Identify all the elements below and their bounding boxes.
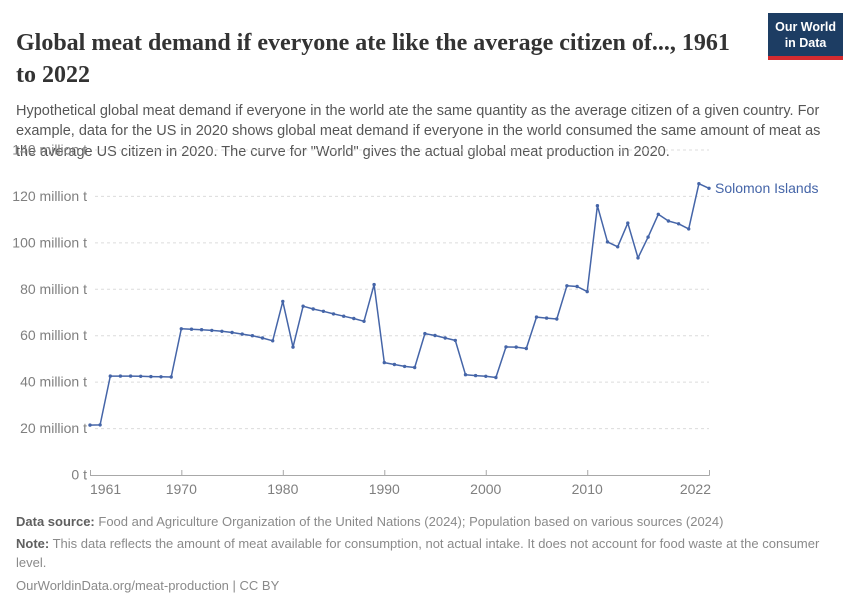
data-point-marker (463, 373, 468, 377)
data-point-marker (169, 375, 173, 379)
note-row: Note: This data reflects the amount of m… (16, 535, 840, 572)
data-point-marker (656, 212, 660, 216)
note-text: This data reflects the amount of meat av… (16, 536, 820, 570)
line-chart: 0 t 20 million t 40 million t 60 million t 8… (12, 142, 819, 498)
y-axis-tick-label: 40 million t (20, 374, 87, 390)
series-end-label: Solomon Islands (715, 180, 819, 196)
data-point-marker (473, 373, 478, 378)
data-point-marker (159, 375, 163, 379)
owid-logo[interactable]: Our World in Data (768, 13, 843, 60)
data-point-marker (494, 375, 498, 380)
owid-logo-text-line1: Our World (775, 20, 836, 34)
x-axis-tick-label: 1970 (166, 481, 197, 497)
data-point-marker (504, 345, 508, 349)
data-source-label: Data source: (16, 514, 95, 529)
x-axis-tick-label: 2022 (680, 481, 711, 497)
y-axis-tick-label: 140 million t (12, 142, 87, 158)
data-point-marker (352, 316, 356, 321)
page-title-line1: Global meat demand if everyone ate like … (16, 30, 730, 57)
y-axis-tick-label: 100 million t (12, 234, 87, 250)
chart-subtitle: Hypothetical global meat demand if every… (16, 102, 821, 160)
data-point-marker (88, 423, 92, 427)
owid-logo-text-line2: in Data (784, 36, 827, 51)
data-point-marker (128, 374, 133, 378)
data-point-marker (697, 182, 701, 186)
data-point-marker (321, 309, 326, 313)
data-point-marker (544, 316, 549, 320)
data-point-marker (484, 374, 488, 378)
x-axis-tick-label: 2010 (572, 481, 603, 497)
data-point-marker (260, 336, 265, 340)
data-point-marker (595, 204, 600, 208)
data-point-marker (433, 333, 437, 338)
data-point-marker (382, 360, 386, 365)
data-point-marker (676, 222, 681, 226)
data-point-marker (402, 364, 407, 369)
data-point-marker (149, 374, 153, 379)
data-point-marker (210, 328, 214, 333)
series-line (89, 182, 710, 426)
data-point-marker (139, 374, 143, 378)
data-point-marker (342, 314, 346, 318)
x-axis-tick-label: 1961 (90, 481, 121, 497)
y-axis-tick-label: 20 million t (20, 420, 87, 436)
data-point-marker (555, 317, 559, 321)
data-point-marker (118, 374, 123, 378)
citation-text: OurWorldinData.org/meat-production | CC … (16, 578, 280, 594)
data-point-marker (443, 336, 447, 340)
data-point-marker (281, 299, 285, 304)
data-point-marker (423, 331, 427, 336)
page-title: Global meat demand if everyone ate like … (16, 28, 756, 92)
data-point-marker (189, 327, 194, 331)
data-point-marker (331, 312, 336, 316)
data-point-marker (524, 346, 528, 351)
data-point-marker (301, 304, 305, 308)
data-point-marker (707, 186, 711, 190)
data-point-marker (98, 423, 102, 427)
y-axis-tick-label: 120 million t (12, 188, 87, 204)
data-point-marker (666, 219, 671, 223)
data-point-marker (534, 315, 539, 319)
data-point-marker (392, 362, 397, 367)
data-point-marker (453, 338, 457, 343)
data-point-marker (605, 240, 610, 244)
data-point-marker (565, 284, 569, 288)
x-axis-tick-label: 1990 (369, 481, 400, 497)
x-axis-tick-label: 2000 (470, 481, 501, 497)
data-point-marker (626, 221, 630, 225)
data-source-row: Data source: Food and Agriculture Organi… (16, 513, 840, 531)
data-point-marker (230, 330, 234, 335)
data-point-marker (240, 332, 244, 336)
data-point-marker (220, 329, 224, 333)
chart-footer: Data source: Food and Agriculture Organi… (16, 513, 840, 596)
note-label: Note: (16, 536, 50, 552)
data-point-marker (585, 289, 589, 294)
data-point-marker (362, 319, 366, 323)
page-title-line2: to 2022 (16, 61, 90, 88)
y-axis-tick-label: 0 t (71, 467, 87, 483)
data-point-marker (311, 307, 315, 311)
data-point-marker (575, 284, 579, 289)
data-point-marker (108, 374, 113, 378)
x-axis-tick-label: 1980 (267, 481, 298, 497)
y-axis-tick-label: 60 million t (20, 327, 87, 343)
data-point-marker (291, 345, 295, 349)
data-point-marker (271, 339, 275, 343)
data-point-marker (413, 365, 417, 370)
data-point-marker (636, 256, 640, 260)
data-point-marker (199, 328, 204, 332)
data-point-marker (514, 345, 518, 349)
data-point-marker (687, 227, 691, 231)
data-point-marker (372, 282, 376, 287)
data-point-marker (250, 334, 255, 338)
y-axis-tick-label: 80 million t (20, 281, 87, 297)
data-point-marker (646, 235, 650, 239)
data-point-marker (179, 327, 183, 331)
data-source-text: Food and Agriculture Organization of the… (98, 514, 724, 529)
data-point-marker (616, 245, 620, 249)
